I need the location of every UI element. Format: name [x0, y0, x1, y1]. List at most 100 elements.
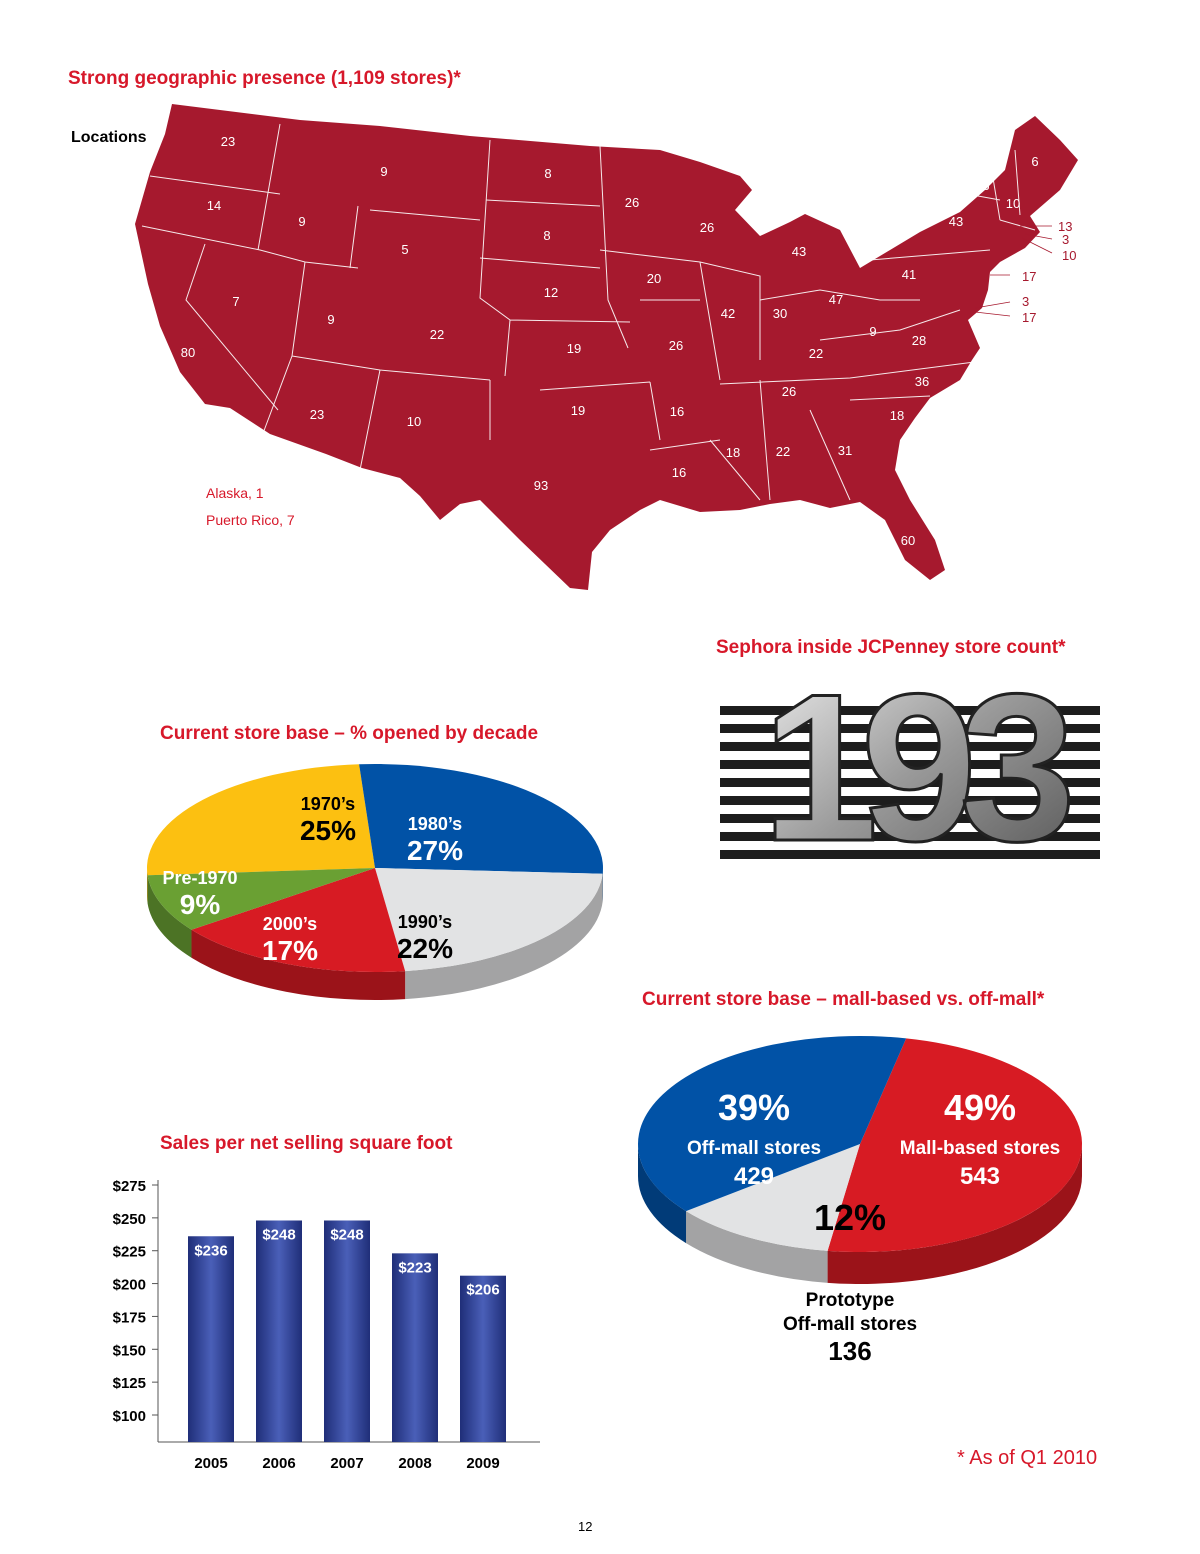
bar-ytick-label-4: $200 [113, 1277, 146, 1294]
bar-value-label-4: $206 [466, 1282, 499, 1299]
puerto-rico-label: Puerto Rico, 7 [206, 512, 295, 528]
bar-category-label-4: 2009 [466, 1455, 499, 1472]
state-count-mn: 26 [625, 195, 639, 210]
state-count-nc: 36 [915, 374, 929, 389]
state-count-ia: 20 [647, 271, 661, 286]
state-count-il: 42 [721, 306, 735, 321]
sephora-count: 193 [762, 670, 1070, 880]
state-count-ny: 43 [949, 214, 963, 229]
state-count-ar: 16 [670, 404, 684, 419]
state-count-ok: 19 [571, 403, 585, 418]
state-count-ca: 80 [181, 345, 195, 360]
state-count-co: 22 [430, 327, 444, 342]
decade-pie-slice-0 [147, 764, 375, 876]
mall-pie-side-2 [638, 1144, 687, 1244]
state-count-mo: 26 [669, 338, 683, 353]
mall-pie-label-1b: Off-mall stores [783, 1314, 917, 1335]
state-count-ct: 10 [1062, 248, 1076, 263]
map-title: Strong geographic presence (1,109 stores… [68, 68, 461, 89]
decade-pie-label-2: 1990’s [398, 912, 452, 932]
decade-pie-value-3: 17% [262, 935, 318, 966]
bar-2007 [324, 1220, 370, 1442]
us-map-shape [135, 104, 1078, 590]
state-count-wa: 23 [221, 134, 235, 149]
mall-pie-value-2: 39% [718, 1087, 790, 1128]
mall-pie-side-1 [686, 1211, 828, 1283]
state-count-nv: 7 [232, 294, 239, 309]
decade-pie-side-3 [191, 929, 406, 1000]
bar-chart-title: Sales per net selling square foot [160, 1133, 453, 1154]
mall-pie-slice-1 [686, 1144, 860, 1251]
state-count-nj: 17 [1022, 269, 1036, 284]
bar-category-label-0: 2005 [194, 1455, 227, 1472]
decade-pie-value-1: 27% [407, 835, 463, 866]
state-count-in: 30 [773, 306, 787, 321]
state-count-id: 9 [298, 214, 305, 229]
decade-pie-side-2 [405, 873, 603, 1000]
state-count-de: 3 [1022, 294, 1029, 309]
us-map: 2314807995923221088121919932620261616264… [135, 104, 1078, 590]
state-count-wi: 26 [700, 220, 714, 235]
bar-value-label-0: $236 [194, 1242, 227, 1259]
state-count-md: 17 [1022, 310, 1036, 325]
state-count-nd: 8 [544, 166, 551, 181]
alaska-label: Alaska, 1 [206, 485, 264, 501]
bar-ytick-label-3: $175 [113, 1309, 146, 1326]
decade-pie-value-4: 9% [180, 889, 221, 920]
state-count-ks: 19 [567, 341, 581, 356]
state-count-pa: 41 [902, 267, 916, 282]
bar-value-label-3: $223 [398, 1259, 431, 1276]
state-count-nm: 10 [407, 414, 421, 429]
state-count-wy: 5 [401, 242, 408, 257]
state-count-mt: 9 [380, 164, 387, 179]
state-count-tx: 93 [534, 478, 548, 493]
decade-pie-value-0: 25% [300, 815, 356, 846]
mall-pie-slice-0 [827, 1038, 1082, 1252]
mall-pie-count-2: 429 [734, 1163, 774, 1190]
footnote: * As of Q1 2010 [957, 1447, 1098, 1469]
mall-pie-value-0: 49% [944, 1087, 1016, 1128]
state-count-nh: 10 [1006, 196, 1020, 211]
state-count-or: 14 [207, 198, 221, 213]
decade-pie-value-2: 22% [397, 933, 453, 964]
mall-pie-label-2: Off-mall stores [687, 1138, 821, 1159]
state-count-ri: 3 [1062, 232, 1069, 247]
mall-pie-count-0: 543 [960, 1163, 1000, 1190]
decade-pie-side-4 [147, 875, 192, 958]
decade-pie-side-0 [147, 868, 148, 904]
bar-ytick-label-6: $250 [113, 1211, 146, 1228]
mall-pie-slice-2 [638, 1036, 907, 1212]
decade-pie-slice-3 [191, 868, 406, 972]
bar-value-label-2: $248 [330, 1226, 363, 1243]
state-count-ga: 31 [838, 443, 852, 458]
bar-2008 [392, 1253, 438, 1442]
bar-ytick-label-2: $150 [113, 1342, 146, 1359]
state-count-oh: 47 [829, 292, 843, 307]
decade-pie-label-0: 1970’s [301, 794, 355, 814]
decade-pie-label-4: Pre-1970 [162, 868, 237, 888]
decade-pie-chart: 1970’s25% 1980’s27% 1990’s22% 2000’s17% Pre-… [147, 764, 603, 1000]
decade-pie-slice-2 [375, 868, 603, 972]
decade-pie-label-3: 2000’s [263, 914, 317, 934]
state-count-sd: 8 [543, 228, 550, 243]
mall-pie-value-1: 12% [814, 1197, 886, 1238]
sales-bar-chart: $100 $125 $150 $175 $200 $225 $250 $275 $236 2005… [113, 1178, 540, 1472]
decade-pie-slice-1 [359, 764, 603, 874]
bar-2009 [460, 1275, 506, 1442]
bar-category-label-2: 2007 [330, 1455, 363, 1472]
bar-2005 [188, 1236, 234, 1442]
mall-pie-label-1a: Prototype [806, 1290, 895, 1311]
sephora-count-graphic: 193 [720, 670, 1100, 880]
bar-ytick-label-7: $275 [113, 1178, 146, 1195]
bar-category-label-1: 2006 [262, 1455, 295, 1472]
bar-2006 [256, 1220, 302, 1442]
decade-pie-label-1: 1980’s [408, 814, 462, 834]
state-count-la: 16 [672, 465, 686, 480]
state-count-az: 23 [310, 407, 324, 422]
bar-value-label-1: $248 [262, 1226, 295, 1243]
state-count-va: 28 [912, 333, 926, 348]
bar-ytick-label-1: $125 [113, 1375, 146, 1392]
state-count-wv: 9 [869, 324, 876, 339]
bar-ytick-label-0: $100 [113, 1408, 146, 1425]
page-number: 12 [578, 1519, 593, 1534]
